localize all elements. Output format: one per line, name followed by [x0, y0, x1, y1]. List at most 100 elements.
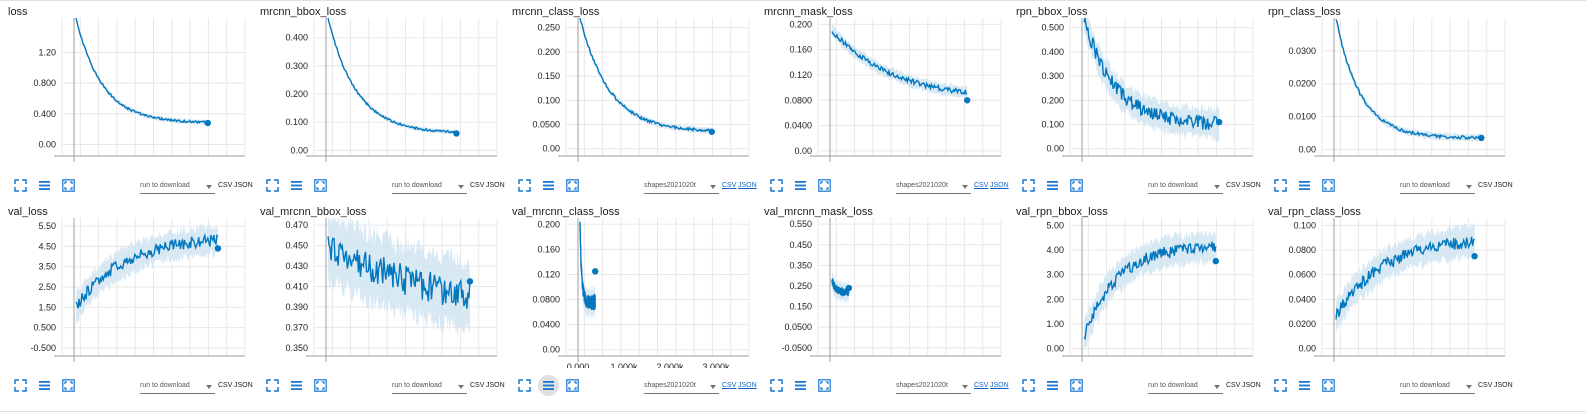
run-to-download-select[interactable]: run to download: [1400, 179, 1475, 194]
json-download-link[interactable]: JSON: [234, 182, 253, 189]
line-chart[interactable]: 1.20 0.800 0.400 0.00: [0, 16, 252, 168]
csv-download-link[interactable]: CSV: [722, 382, 737, 389]
line-chart[interactable]: 0.250 0.200 0.150 0.100 0.0500 0.00: [504, 16, 756, 168]
expand-icon[interactable]: [266, 179, 279, 192]
json-download-link[interactable]: JSON: [486, 182, 505, 189]
csv-download-link[interactable]: CSV: [218, 182, 233, 189]
json-download-link[interactable]: JSON: [234, 382, 253, 389]
csv-download-link[interactable]: CSV: [1478, 182, 1493, 189]
run-to-download-select[interactable]: run to download: [1148, 179, 1223, 194]
line-chart[interactable]: 0.500 0.400 0.300 0.200 0.100 0.00: [1008, 16, 1260, 168]
expand-icon[interactable]: [770, 379, 783, 392]
fit-domain-icon[interactable]: [314, 379, 327, 392]
last-value-point[interactable]: [214, 245, 222, 252]
json-download-link[interactable]: JSON: [738, 182, 757, 189]
fit-domain-icon[interactable]: [314, 179, 327, 192]
expand-icon[interactable]: [266, 379, 279, 392]
expand-icon[interactable]: [518, 379, 531, 392]
expand-icon[interactable]: [1022, 179, 1035, 192]
line-chart[interactable]: 0.200 0.160 0.120 0.0800 0.0400 0.00 0.000 1.00…: [504, 216, 756, 368]
data-list-icon[interactable]: [1298, 379, 1311, 392]
json-download-link[interactable]: JSON: [1494, 382, 1513, 389]
run-to-download-select[interactable]: run to download: [392, 179, 467, 194]
fit-domain-icon[interactable]: [1322, 379, 1335, 392]
csv-download-link[interactable]: CSV: [1478, 382, 1493, 389]
last-value-point[interactable]: [1216, 118, 1223, 126]
run-to-download-select[interactable]: run to download: [1400, 379, 1475, 394]
fit-domain-icon[interactable]: [566, 379, 579, 392]
json-download-link[interactable]: JSON: [990, 382, 1009, 389]
data-list-icon[interactable]: [290, 179, 303, 192]
fit-domain-icon[interactable]: [1322, 179, 1335, 192]
json-download-link[interactable]: JSON: [738, 382, 757, 389]
csv-download-link[interactable]: CSV: [722, 182, 737, 189]
json-download-link[interactable]: JSON: [486, 382, 505, 389]
json-download-link[interactable]: JSON: [1494, 182, 1513, 189]
y-tick-label: 0.350: [285, 343, 308, 353]
csv-download-link[interactable]: CSV: [470, 382, 485, 389]
json-download-link[interactable]: JSON: [1242, 382, 1261, 389]
line-chart[interactable]: 5.50 4.50 3.50 2.50 1.50 0.500 -0.500: [0, 216, 252, 368]
expand-icon[interactable]: [14, 179, 27, 192]
fit-domain-icon[interactable]: [818, 379, 831, 392]
fit-domain-icon[interactable]: [818, 179, 831, 192]
csv-download-link[interactable]: CSV: [470, 182, 485, 189]
last-value-point[interactable]: [1478, 134, 1485, 142]
last-value-point[interactable]: [1212, 257, 1220, 265]
expand-icon[interactable]: [770, 179, 783, 192]
last-value-point[interactable]: [1471, 252, 1478, 260]
expand-icon[interactable]: [14, 379, 27, 392]
chart-toolbar: run to download CSV JSON: [252, 175, 505, 199]
data-list-icon[interactable]: [794, 179, 807, 192]
line-chart[interactable]: 0.550 0.450 0.350 0.250 0.150 0.0500 -0.0500: [756, 216, 1008, 368]
data-list-icon[interactable]: [1298, 179, 1311, 192]
line-chart[interactable]: 0.470 0.450 0.430 0.410 0.390 0.370 0.350: [252, 216, 504, 368]
fit-domain-icon[interactable]: [566, 179, 579, 192]
expand-icon[interactable]: [1022, 379, 1035, 392]
data-list-icon[interactable]: [538, 375, 559, 396]
expand-icon[interactable]: [518, 179, 531, 192]
last-value-point[interactable]: [466, 278, 474, 285]
csv-download-link[interactable]: CSV: [974, 382, 989, 389]
last-value-point[interactable]: [592, 268, 599, 275]
run-to-download-select[interactable]: shapes2021020t: [644, 379, 719, 394]
run-to-download-select[interactable]: run to download: [140, 179, 215, 194]
expand-icon[interactable]: [1274, 179, 1287, 192]
fit-domain-icon[interactable]: [1070, 379, 1083, 392]
line-chart[interactable]: 0.200 0.160 0.120 0.0800 0.0400 0.00: [756, 16, 1008, 168]
data-list-icon[interactable]: [38, 179, 51, 192]
line-chart[interactable]: 0.0300 0.0200 0.0100 0.00: [1260, 16, 1512, 168]
csv-download-link[interactable]: CSV: [1226, 382, 1241, 389]
data-list-icon[interactable]: [794, 379, 807, 392]
run-to-download-select[interactable]: shapes2021020t: [644, 179, 719, 194]
json-download-link[interactable]: JSON: [990, 182, 1009, 189]
data-list-icon[interactable]: [38, 379, 51, 392]
data-list-icon[interactable]: [1046, 379, 1059, 392]
last-value-point[interactable]: [204, 119, 212, 127]
data-list-icon[interactable]: [290, 379, 303, 392]
data-list-icon[interactable]: [1046, 179, 1059, 192]
line-chart[interactable]: 0.100 0.0800 0.0600 0.0400 0.0200 0.00: [1260, 216, 1512, 368]
run-to-download-select[interactable]: run to download: [1148, 379, 1223, 394]
fit-domain-icon[interactable]: [1070, 179, 1083, 192]
csv-download-link[interactable]: CSV: [1226, 182, 1241, 189]
fit-domain-icon[interactable]: [62, 379, 75, 392]
fit-domain-icon[interactable]: [62, 179, 75, 192]
run-to-download-select[interactable]: run to download: [392, 379, 467, 394]
data-list-icon[interactable]: [542, 179, 555, 192]
csv-download-link[interactable]: CSV: [218, 382, 233, 389]
line-chart[interactable]: 5.00 4.00 3.00 2.00 1.00 0.00: [1008, 216, 1260, 368]
expand-icon[interactable]: [1274, 379, 1287, 392]
run-to-download-select[interactable]: shapes2021020t: [896, 379, 971, 394]
run-to-download-select[interactable]: run to download: [140, 379, 215, 394]
last-value-point[interactable]: [453, 130, 460, 137]
last-value-point[interactable]: [845, 284, 853, 292]
last-value-point[interactable]: [964, 97, 971, 104]
run-to-download-select[interactable]: shapes2021020t: [896, 179, 971, 194]
json-download-link[interactable]: JSON: [1242, 182, 1261, 189]
last-value-point[interactable]: [708, 128, 716, 135]
y-tick-label: 0.0400: [1288, 294, 1316, 304]
y-tick-label: 0.800: [33, 78, 56, 88]
line-chart[interactable]: 0.400 0.300 0.200 0.100 0.00: [252, 16, 504, 168]
csv-download-link[interactable]: CSV: [974, 182, 989, 189]
